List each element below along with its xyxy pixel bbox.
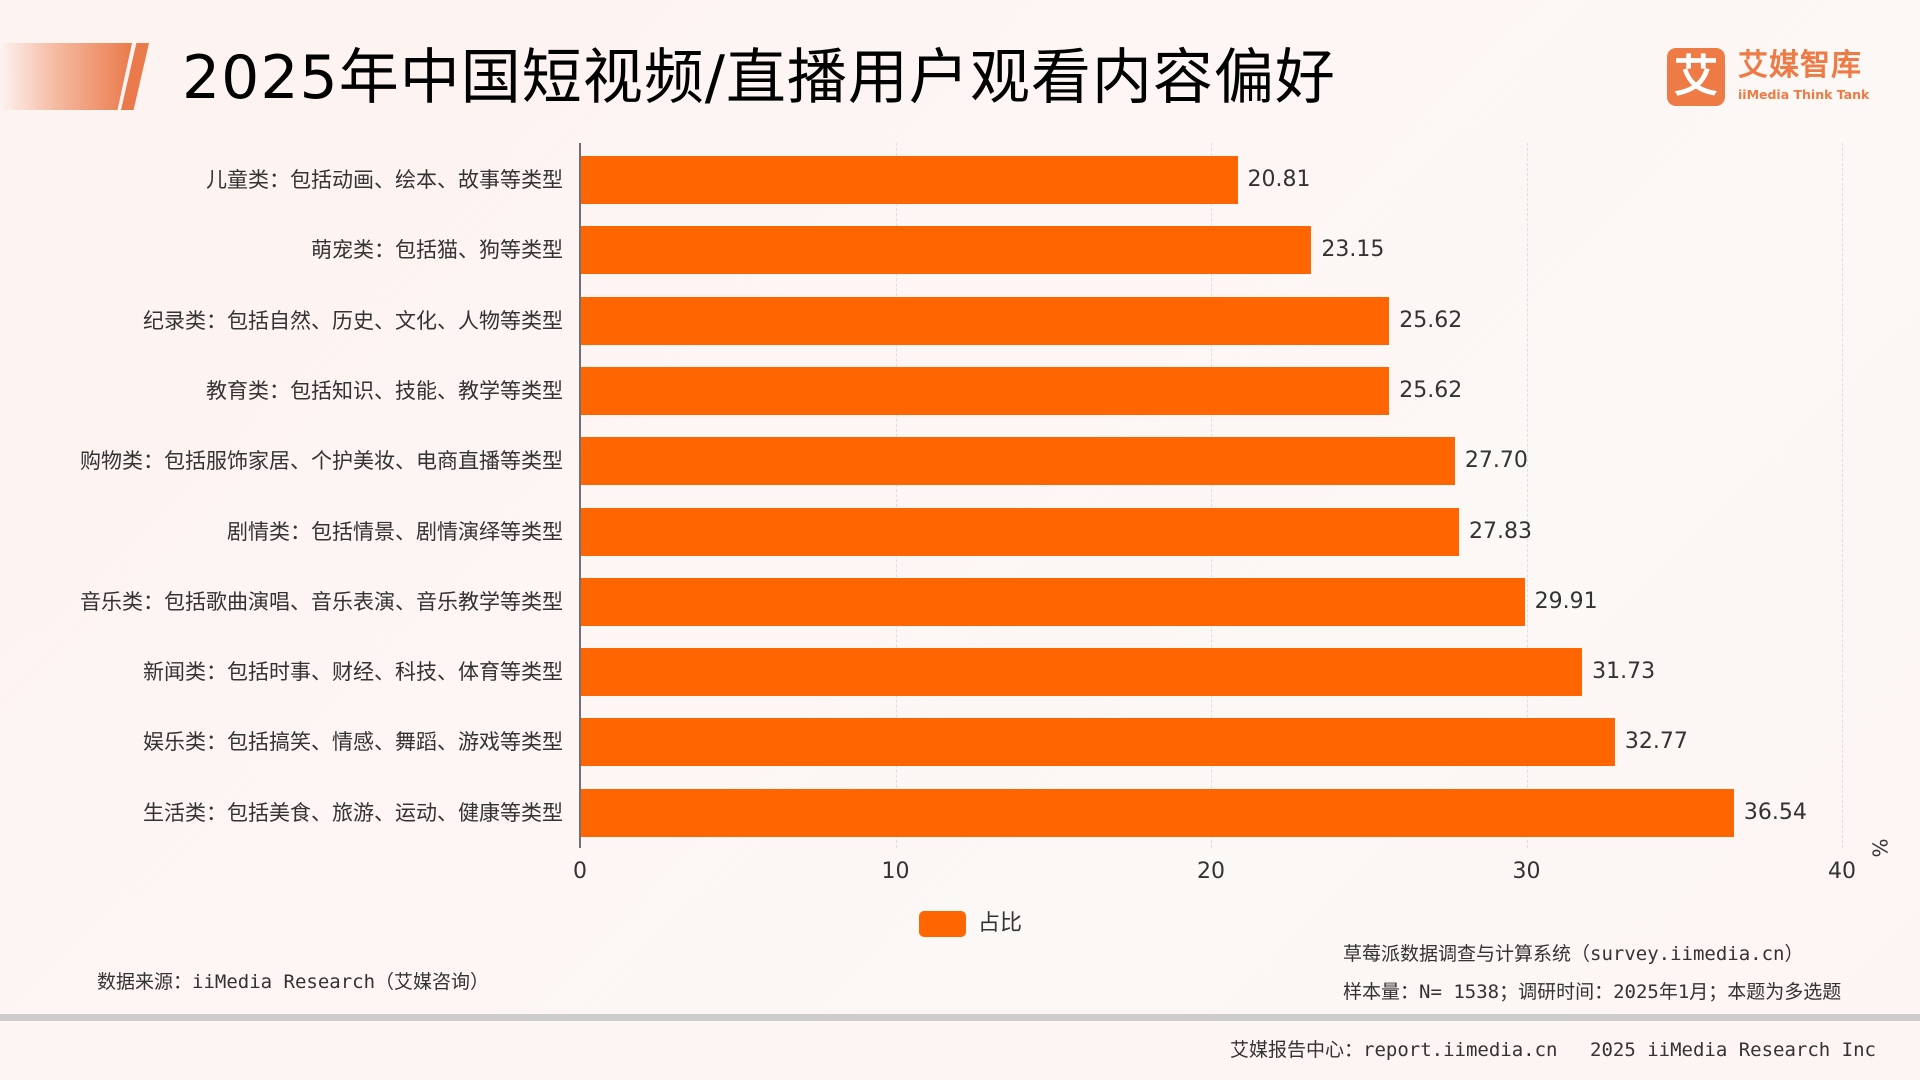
category-label: 萌宠类：包括猫、狗等类型 [311, 238, 563, 263]
bar-chart: 儿童类：包括动画、绘本、故事等类型 20.81 萌宠类：包括猫、狗等类型 23.15 纪… [80, 143, 1892, 937]
category-label: 购物类：包括服饰家居、个护美妆、电商直播等类型 [80, 449, 563, 474]
value-label: 20.81 [1247, 167, 1311, 192]
gridline [1211, 143, 1212, 848]
gridline [895, 143, 897, 848]
category-label: 娱乐类：包括搞笑、情感、舞蹈、游戏等类型 [143, 730, 563, 755]
x-axis-unit: % [1867, 838, 1892, 858]
value-label: 27.70 [1464, 448, 1528, 474]
survey-system-note: 草莓派数据调查与计算系统（survey.iimedia.cn） [1343, 943, 1804, 965]
copyright: 2025 iiMedia Research Inc [1590, 1039, 1876, 1061]
x-tick-label: 0 [573, 859, 587, 884]
category-label: 儿童类：包括动画、绘本、故事等类型 [206, 168, 563, 192]
bar[interactable] [581, 648, 1583, 697]
bar[interactable] [581, 718, 1615, 767]
bar[interactable] [581, 437, 1455, 486]
bar[interactable] [581, 296, 1390, 345]
bar[interactable] [581, 366, 1390, 415]
bar[interactable] [581, 156, 1238, 204]
value-label: 32.77 [1624, 729, 1688, 755]
report-center-link[interactable]: 艾媒报告中心：report.iimedia.cn [1230, 1039, 1558, 1061]
logo-name-cn: 艾媒智库 [1738, 48, 1862, 83]
category-label: 音乐类：包括歌曲演唱、音乐表演、音乐教学等类型 [80, 589, 563, 614]
gridline [1526, 143, 1528, 848]
iimedia-logo: 艾 艾媒智库 iiMedia Think Tank [1667, 47, 1870, 109]
x-tick-label: 20 [1197, 859, 1225, 884]
value-label: 27.83 [1469, 518, 1533, 544]
category-label: 剧情类：包括情景、剧情演绎等类型 [227, 519, 563, 544]
page-title: 2025年中国短视频/直播用户观看内容偏好 [182, 43, 1336, 113]
x-tick-label: 30 [1512, 859, 1541, 884]
gridline [1842, 143, 1843, 848]
sample-note: 样本量：N= 1538；调研时间：2025年1月；本题为多选题 [1343, 981, 1842, 1003]
value-label: 29.91 [1534, 588, 1598, 614]
value-label: 25.62 [1399, 307, 1463, 333]
x-tick-label: 10 [881, 859, 910, 884]
legend-swatch [919, 911, 966, 937]
data-source-note: 数据来源：iiMedia Research（艾媒咨询） [97, 971, 490, 993]
value-label: 31.73 [1592, 659, 1656, 685]
footer-divider [0, 1014, 1920, 1021]
bar[interactable] [581, 507, 1460, 556]
category-label: 生活类：包括美食、旅游、运动、健康等类型 [143, 800, 563, 825]
category-label: 纪录类：包括自然、历史、文化、人物等类型 [143, 308, 563, 333]
value-label: 23.15 [1321, 237, 1385, 263]
category-label: 教育类：包括知识、技能、教学等类型 [206, 378, 563, 403]
y-axis-line [579, 143, 581, 848]
header-decoration-block [0, 43, 132, 110]
value-label: 36.54 [1743, 799, 1807, 825]
category-label: 新闻类：包括时事、财经、科技、体育等类型 [143, 660, 563, 685]
bar[interactable] [581, 788, 1734, 837]
bar[interactable] [581, 226, 1312, 275]
bar[interactable] [581, 577, 1525, 626]
iimedia-logo-icon: 艾 [1667, 48, 1725, 106]
logo-name-en: iiMedia Think Tank [1738, 87, 1870, 102]
x-tick-label: 40 [1828, 859, 1856, 884]
legend-label: 占比 [978, 911, 1023, 936]
value-label: 25.62 [1399, 377, 1463, 403]
